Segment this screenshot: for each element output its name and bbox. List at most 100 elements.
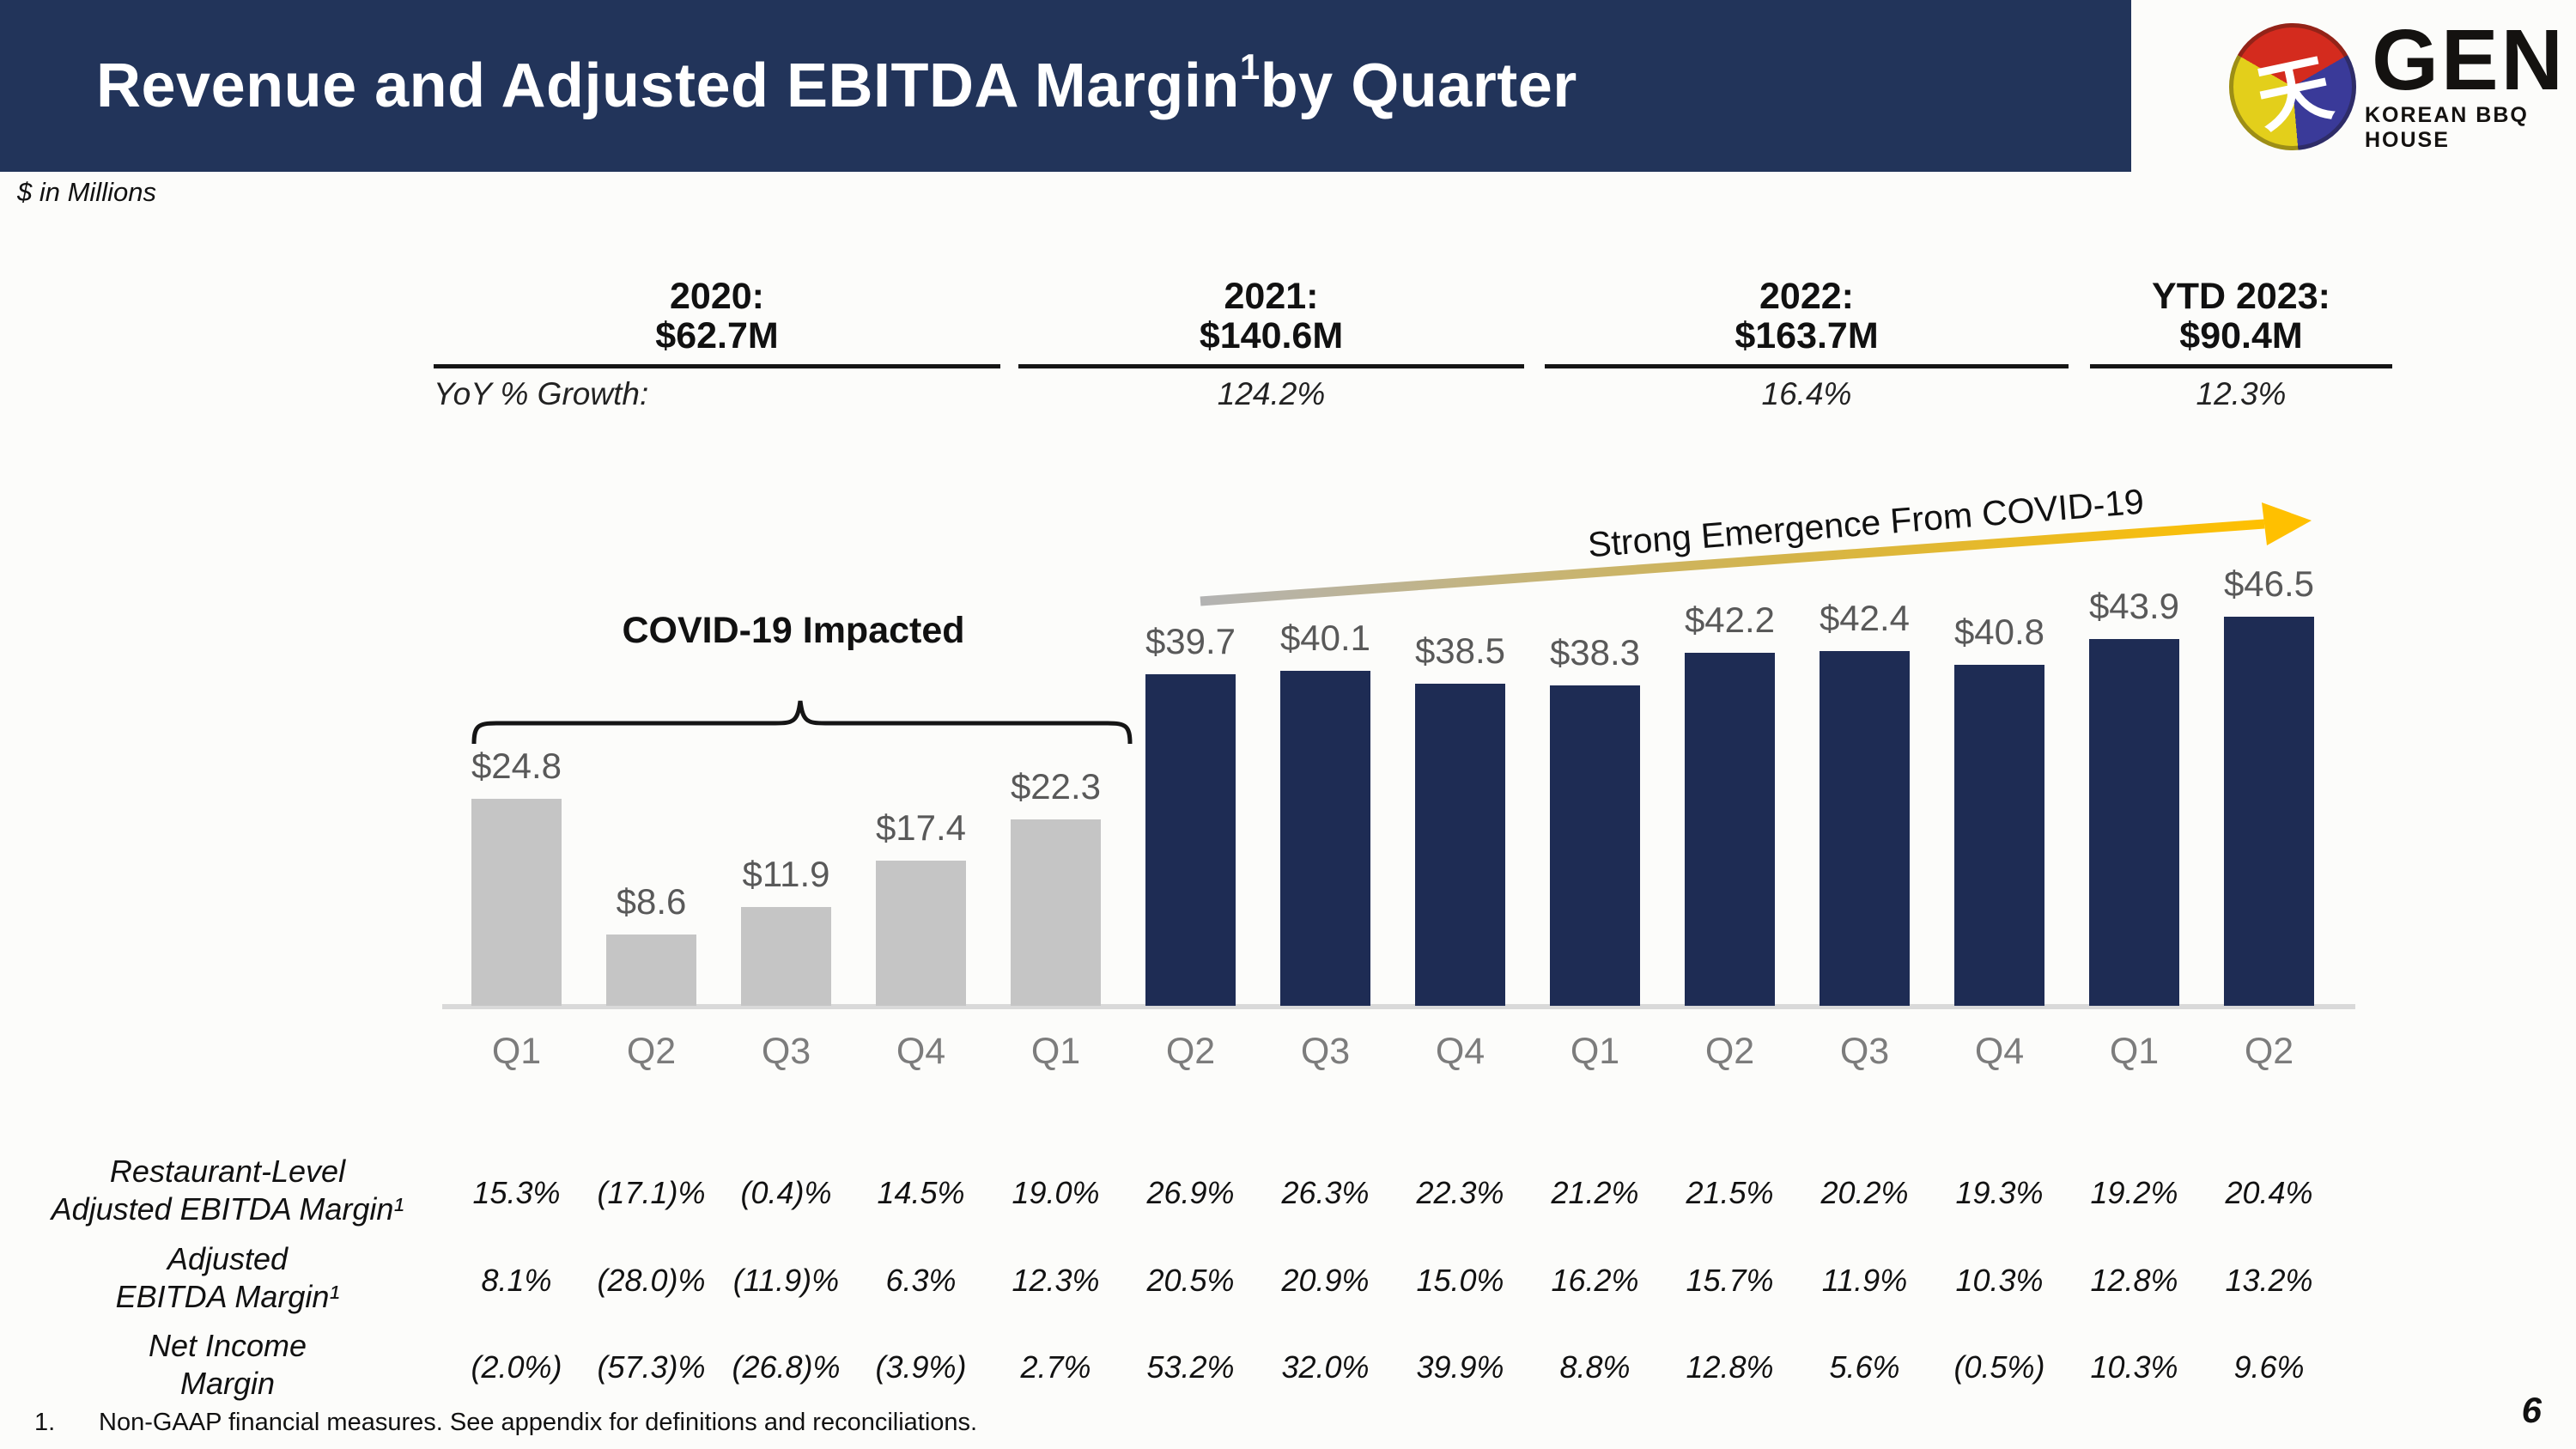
x-axis-tick-label: Q2 xyxy=(2244,1031,2294,1072)
title-footnote-marker: 1 xyxy=(1239,46,1261,87)
table-cell: 13.2% xyxy=(2225,1263,2313,1298)
bar-value-label: $8.6 xyxy=(616,881,687,922)
page-title: Revenue and Adjusted EBITDA Margin 1 by Q… xyxy=(96,0,1577,172)
table-cell: 39.9% xyxy=(1416,1349,1504,1385)
x-axis-tick-label: Q4 xyxy=(1435,1031,1485,1072)
x-axis-tick-label: Q1 xyxy=(1030,1031,1081,1072)
logo-tagline: KOREAN BBQ HOUSE xyxy=(2365,103,2529,152)
year-label: 2022: xyxy=(1759,276,1854,317)
table-row-label: Adjusted EBITDA Margin¹ xyxy=(0,1240,455,1316)
table-cell: 12.8% xyxy=(2090,1263,2178,1298)
table-cell: 11.9% xyxy=(1821,1263,1908,1298)
table-cell: 20.9% xyxy=(1281,1263,1370,1298)
table-row-label-line: Adjusted xyxy=(167,1241,289,1276)
table-row-label-line: Adjusted EBITDA Margin¹ xyxy=(51,1191,404,1227)
table-cell: 15.0% xyxy=(1416,1263,1504,1298)
bar-value-label: $22.3 xyxy=(1010,766,1102,807)
table-cell: 15.7% xyxy=(1686,1263,1774,1298)
table-cell: (26.8)% xyxy=(732,1349,841,1385)
table-cell: 9.6% xyxy=(2233,1349,2305,1385)
year-label: YTD 2023: xyxy=(2152,276,2330,317)
table-cell: (3.9%) xyxy=(875,1349,967,1385)
table-cell: (2.0%) xyxy=(471,1349,562,1385)
bar-Q3-6 xyxy=(1280,671,1370,1006)
year-label: 2020: xyxy=(670,276,764,317)
table-cell: 19.2% xyxy=(2090,1175,2178,1210)
table-row-label-line: Net Income xyxy=(148,1328,307,1363)
bar-Q4-7 xyxy=(1415,684,1505,1006)
gen-emblem-icon: 天 xyxy=(2229,22,2356,150)
x-axis-tick-label: Q3 xyxy=(1839,1031,1890,1072)
table-cell: 10.3% xyxy=(1955,1263,2044,1298)
table-cell: 12.8% xyxy=(1686,1349,1774,1385)
bar-Q4-3 xyxy=(876,861,966,1006)
bar-value-label: $38.3 xyxy=(1549,632,1641,673)
emergence-arrow-head xyxy=(2262,502,2312,545)
table-row-label: Net Income Margin xyxy=(0,1327,455,1403)
year-summary-col: 2020: $62.7M xyxy=(434,277,1000,368)
yoy-growth-label: YoY % Growth: xyxy=(434,376,649,411)
bar-value-label: $39.7 xyxy=(1145,621,1236,661)
emblem-glyph: 天 xyxy=(2249,45,2339,142)
table-cell: (0.5%) xyxy=(1953,1349,2045,1385)
year-growth-value: 16.4% xyxy=(1761,376,1852,411)
bar-Q1-0 xyxy=(471,799,562,1006)
table-row-label-line: EBITDA Margin¹ xyxy=(115,1279,340,1314)
table-cell: 20.2% xyxy=(1820,1175,1909,1210)
bar-Q1-8 xyxy=(1550,685,1640,1006)
table-cell: (11.9)% xyxy=(732,1263,840,1298)
table-cell: 6.3% xyxy=(885,1263,957,1298)
x-axis-tick-label: Q1 xyxy=(1570,1031,1620,1072)
x-axis-tick-label: Q4 xyxy=(1974,1031,2025,1072)
x-axis-tick-label: Q2 xyxy=(1165,1031,1216,1072)
x-axis-tick-label: Q3 xyxy=(761,1031,811,1072)
title-main: Revenue and Adjusted EBITDA Margin xyxy=(96,52,1240,120)
table-row-label-line: Margin xyxy=(179,1366,276,1401)
x-axis-tick-label: Q1 xyxy=(491,1031,542,1072)
table-cell: (0.4)% xyxy=(740,1175,832,1210)
x-axis-tick-label: Q1 xyxy=(2109,1031,2160,1072)
bar-value-label: $42.2 xyxy=(1684,600,1776,640)
bar-value-label: $46.5 xyxy=(2223,563,2315,604)
bar-Q2-1 xyxy=(606,935,696,1006)
covid-bracket xyxy=(471,700,1133,745)
table-cell: 10.3% xyxy=(2090,1349,2178,1385)
year-growth-value: 124.2% xyxy=(1217,376,1326,411)
year-revenue: $163.7M xyxy=(1735,315,1879,356)
gen-logo: 天 GEN KOREAN BBQ HOUSE xyxy=(2229,15,2573,157)
table-cell: 20.5% xyxy=(1146,1263,1235,1298)
year-growth-value: 12.3% xyxy=(2196,376,2287,411)
page-number: 6 xyxy=(2521,1390,2542,1430)
x-axis-tick-label: Q4 xyxy=(896,1031,946,1072)
bar-value-label: $17.4 xyxy=(875,807,967,848)
logo-text: GEN KOREAN BBQ HOUSE xyxy=(2365,17,2573,153)
bar-Q2-9 xyxy=(1685,653,1775,1006)
year-summary-col: 2022: $163.7M xyxy=(1545,277,2069,368)
title-rest: by Quarter xyxy=(1260,52,1577,120)
x-axis-line xyxy=(442,1004,2355,1009)
bar-value-label: $38.5 xyxy=(1414,630,1506,671)
year-revenue: $62.7M xyxy=(655,315,779,356)
year-revenue: $140.6M xyxy=(1199,315,1344,356)
table-cell: 21.5% xyxy=(1686,1175,1774,1210)
bar-Q1-4 xyxy=(1011,819,1101,1006)
table-cell: 8.1% xyxy=(481,1263,552,1298)
bar-value-label: $42.4 xyxy=(1819,598,1911,638)
table-row-label: Restaurant-Level Adjusted EBITDA Margin¹ xyxy=(0,1153,455,1228)
bar-Q2-5 xyxy=(1145,674,1236,1006)
table-cell: 16.2% xyxy=(1551,1263,1639,1298)
x-axis-tick-label: Q2 xyxy=(626,1031,677,1072)
table-cell: 15.3% xyxy=(472,1175,561,1210)
bar-value-label: $40.8 xyxy=(1953,612,2045,652)
bar-Q4-11 xyxy=(1954,665,2044,1006)
table-cell: 32.0% xyxy=(1281,1349,1370,1385)
table-cell: 19.0% xyxy=(1012,1175,1100,1210)
year-summary-col: YTD 2023: $90.4M xyxy=(2090,277,2392,368)
year-label: 2021: xyxy=(1224,276,1319,317)
table-cell: 26.3% xyxy=(1281,1175,1370,1210)
table-cell: 53.2% xyxy=(1146,1349,1235,1385)
bar-value-label: $43.9 xyxy=(2088,586,2180,626)
header-bar xyxy=(0,0,2131,172)
bar-Q1-12 xyxy=(2089,639,2179,1006)
